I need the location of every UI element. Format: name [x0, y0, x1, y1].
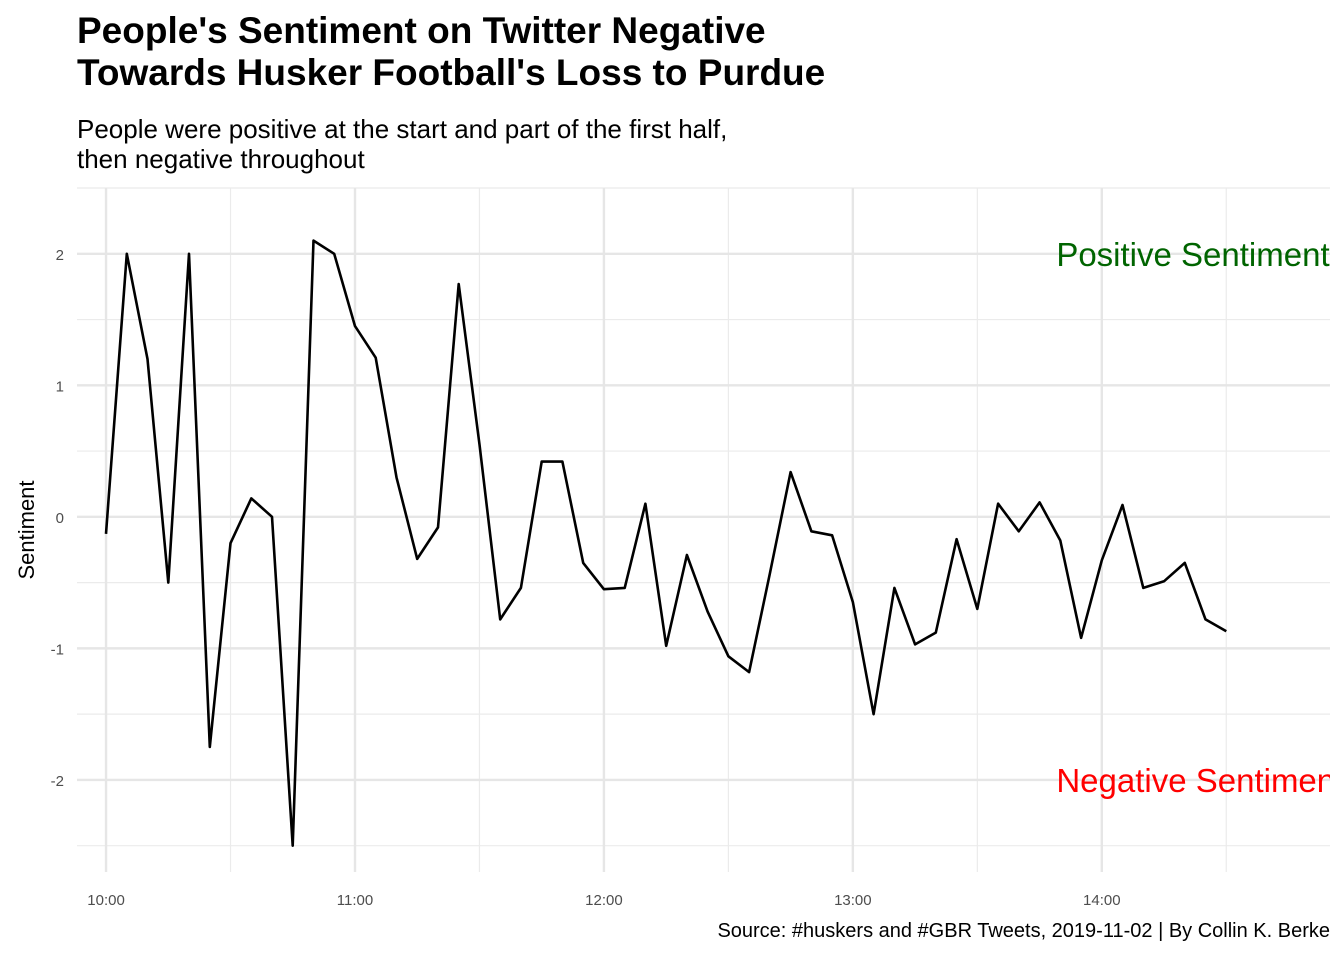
series-layer	[104, 239, 1227, 848]
x-tick-label: 14:00	[1083, 892, 1121, 909]
chart-title: People's Sentiment on Twitter Negative T…	[77, 10, 825, 94]
grid-layer	[77, 187, 1330, 872]
y-axis-title: Sentiment	[14, 480, 39, 579]
x-tick-label: 10:00	[87, 892, 125, 909]
chart-subtitle-line-2: then negative throughout	[77, 144, 365, 174]
y-tick-label: -2	[51, 773, 64, 790]
y-tick-label: -1	[51, 641, 64, 658]
chart-subtitle-line-1: People were positive at the start and pa…	[77, 114, 728, 144]
y-tick-label: 2	[56, 247, 64, 264]
chart-title-line-2: Towards Husker Football's Loss to Purdue	[77, 52, 826, 93]
y-tick-label: 0	[56, 510, 64, 527]
annotation-label: Positive Sentiment	[1056, 236, 1329, 273]
x-tick-label: 11:00	[337, 892, 373, 909]
sentiment-line	[104, 239, 1227, 848]
chart-title-line-1: People's Sentiment on Twitter Negative	[77, 10, 766, 51]
x-tick-label: 12:00	[585, 892, 623, 909]
chart-caption: Source: #huskers and #GBR Tweets, 2019-1…	[717, 920, 1330, 942]
y-tick-label: 1	[56, 378, 64, 395]
x-tick-label: 13:00	[834, 892, 872, 909]
annotation-layer: Positive Sentiment Negative Sentiment	[1056, 236, 1344, 799]
annotation-label: Negative Sentiment	[1056, 762, 1344, 799]
chart-subtitle: People were positive at the start and pa…	[77, 114, 727, 174]
axis-layer: 2 1 0 -1 -2 10:00 11:00 12:00 13:00 14:00 Sentimen…	[14, 247, 1121, 909]
